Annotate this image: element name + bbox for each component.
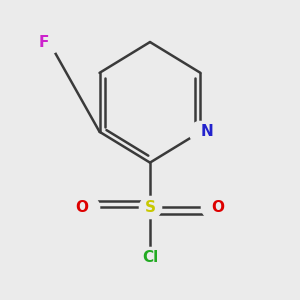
Text: O: O <box>75 200 88 215</box>
Text: O: O <box>212 200 225 215</box>
Text: Cl: Cl <box>142 250 158 266</box>
Text: S: S <box>145 200 155 215</box>
Text: F: F <box>39 34 49 50</box>
Text: N: N <box>200 124 213 139</box>
